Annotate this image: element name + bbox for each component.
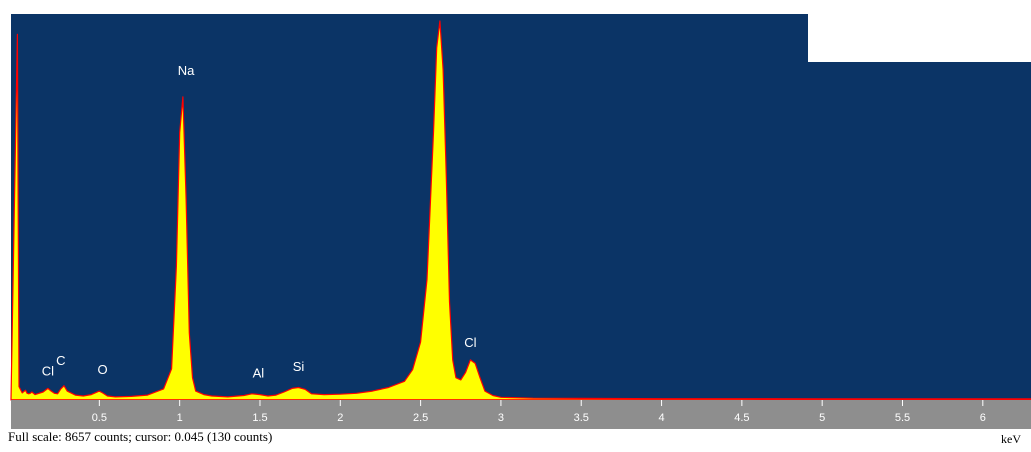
plot-background <box>11 14 1031 400</box>
x-tick-label: 5.5 <box>895 412 910 424</box>
x-tick-label: 4.5 <box>734 412 749 424</box>
x-tick-layer: 0.5 1 1.5 2 2.5 3 3.5 4 4.5 5 5.5 6 <box>92 400 986 424</box>
peak-label-c: C <box>56 353 65 368</box>
x-tick-label: 2 <box>337 412 343 424</box>
x-tick-label: 3.5 <box>574 412 589 424</box>
peak-label-al: Al <box>253 366 265 381</box>
x-tick-label: 2.5 <box>413 412 428 424</box>
x-tick-label: 1 <box>177 412 183 424</box>
x-axis-band <box>11 400 1031 429</box>
peak-label-na: Na <box>178 63 195 78</box>
x-axis-unit-label: keV <box>1001 432 1021 446</box>
x-tick-label: 3 <box>498 412 504 424</box>
x-tick-label: 6 <box>980 412 986 424</box>
x-tick-label: 0.5 <box>92 412 107 424</box>
legend-box <box>808 14 1031 62</box>
full-scale-status: Full scale: 8657 counts; cursor: 0.045 (… <box>8 429 273 444</box>
peak-label-si: Si <box>293 359 305 374</box>
peak-label-cl: Cl <box>464 335 476 350</box>
x-tick-label: 1.5 <box>252 412 267 424</box>
peak-label-o: O <box>97 362 107 377</box>
x-tick-label: 5 <box>819 412 825 424</box>
spectrum-area <box>10 20 1031 401</box>
x-tick-label: 4 <box>658 412 664 424</box>
peak-label-cl: Cl <box>42 363 54 378</box>
peak-label-layer: ClCONaAlSiClCl <box>42 63 477 381</box>
